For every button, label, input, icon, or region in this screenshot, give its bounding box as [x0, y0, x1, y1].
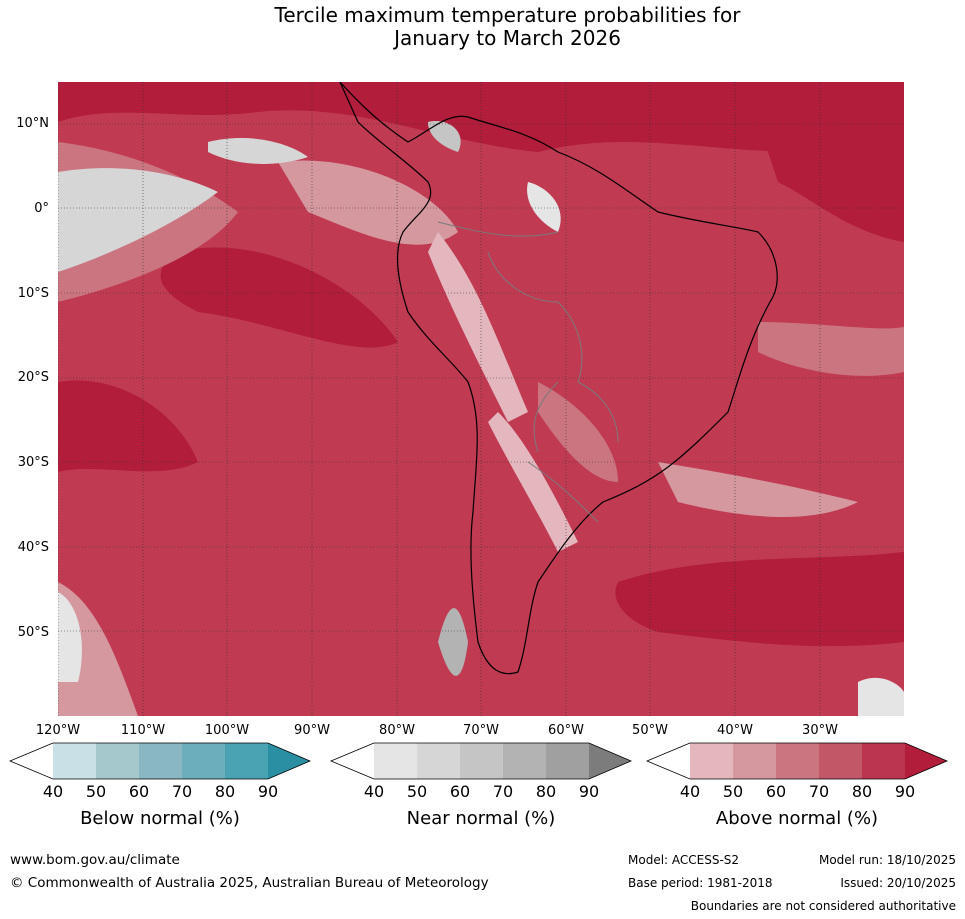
above-tick-40: 40	[679, 782, 701, 801]
above-tick-90: 90	[894, 782, 916, 801]
swatch-above-80	[862, 743, 905, 779]
lon-label-40w: 40°W	[717, 723, 753, 738]
website-link[interactable]: www.bom.gov.au/climate	[10, 852, 180, 868]
swatch-above-over	[905, 743, 947, 779]
below-tick-50: 50	[85, 782, 107, 801]
below-normal-label: Below normal (%)	[80, 808, 240, 829]
near-tick-60: 60	[449, 782, 471, 801]
copyright-text: © Commonwealth of Australia 2025, Austra…	[10, 875, 489, 891]
lon-label-60w: 60°W	[548, 723, 584, 738]
lat-label-40s: 40°S	[17, 540, 49, 555]
lat-label-50s: 50°S	[17, 625, 49, 640]
title-line-2: January to March 2026	[394, 26, 621, 50]
below-tick-70: 70	[171, 782, 193, 801]
boundaries-disclaimer: Boundaries are not considered authoritat…	[690, 899, 956, 913]
swatch-above-70	[819, 743, 862, 779]
above-tick-70: 70	[808, 782, 830, 801]
swatch-near-under	[331, 743, 374, 779]
lon-label-120w: 120°W	[35, 723, 81, 738]
near-tick-40: 40	[363, 782, 385, 801]
below-tick-80: 80	[214, 782, 236, 801]
swatch-above-40	[690, 743, 733, 779]
swatch-above-50	[733, 743, 776, 779]
swatch-near-50	[417, 743, 460, 779]
near-tick-50: 50	[406, 782, 428, 801]
swatch-below-under	[10, 743, 53, 779]
lat-label-0: 0°	[34, 201, 49, 216]
colorbar-near-swatches	[329, 742, 633, 780]
swatch-below-40	[53, 743, 96, 779]
lat-label-20s: 20°S	[17, 370, 49, 385]
swatch-above-60	[776, 743, 819, 779]
above-tick-80: 80	[851, 782, 873, 801]
swatch-near-80	[546, 743, 589, 779]
lon-label-90w: 90°W	[294, 723, 330, 738]
lat-label-10n: 10°N	[16, 116, 49, 131]
title-line-1: Tercile maximum temperature probabilitie…	[274, 3, 741, 27]
swatch-above-under	[647, 743, 690, 779]
lon-label-80w: 80°W	[379, 723, 415, 738]
near-tick-70: 70	[492, 782, 514, 801]
near-tick-80: 80	[535, 782, 557, 801]
base-period: Base period: 1981-2018	[628, 876, 773, 890]
below-tick-40: 40	[42, 782, 64, 801]
near-normal-label: Near normal (%)	[406, 808, 556, 829]
lon-label-70w: 70°W	[463, 723, 499, 738]
above-tick-60: 60	[765, 782, 787, 801]
below-tick-60: 60	[128, 782, 150, 801]
swatch-near-40	[374, 743, 417, 779]
swatch-near-70	[503, 743, 546, 779]
lon-label-100w: 100°W	[204, 723, 250, 738]
swatch-below-70	[182, 743, 225, 779]
above-normal-label: Above normal (%)	[715, 808, 879, 829]
swatch-below-50	[96, 743, 139, 779]
swatch-below-80	[225, 743, 268, 779]
swatch-near-over	[589, 743, 631, 779]
lat-label-10s: 10°S	[17, 286, 49, 301]
issued-date: Issued: 20/10/2025	[840, 876, 956, 890]
model-name: Model: ACCESS-S2	[628, 853, 740, 867]
below-tick-90: 90	[257, 782, 279, 801]
swatch-near-60	[460, 743, 503, 779]
near-tick-90: 90	[578, 782, 600, 801]
map-shading	[58, 82, 904, 716]
swatch-below-over	[268, 743, 310, 779]
probability-map	[58, 82, 904, 716]
above-tick-50: 50	[722, 782, 744, 801]
swatch-below-60	[139, 743, 182, 779]
lon-label-110w: 110°W	[120, 723, 166, 738]
colorbar-above-swatches	[645, 742, 949, 780]
model-run-date: Model run: 18/10/2025	[818, 853, 956, 867]
lon-label-30w: 30°W	[802, 723, 838, 738]
lat-label-30s: 30°S	[17, 455, 49, 470]
map-title: Tercile maximum temperature probabilitie…	[0, 4, 965, 50]
colorbar-below-swatches	[8, 742, 312, 780]
lon-label-50w: 50°W	[632, 723, 668, 738]
